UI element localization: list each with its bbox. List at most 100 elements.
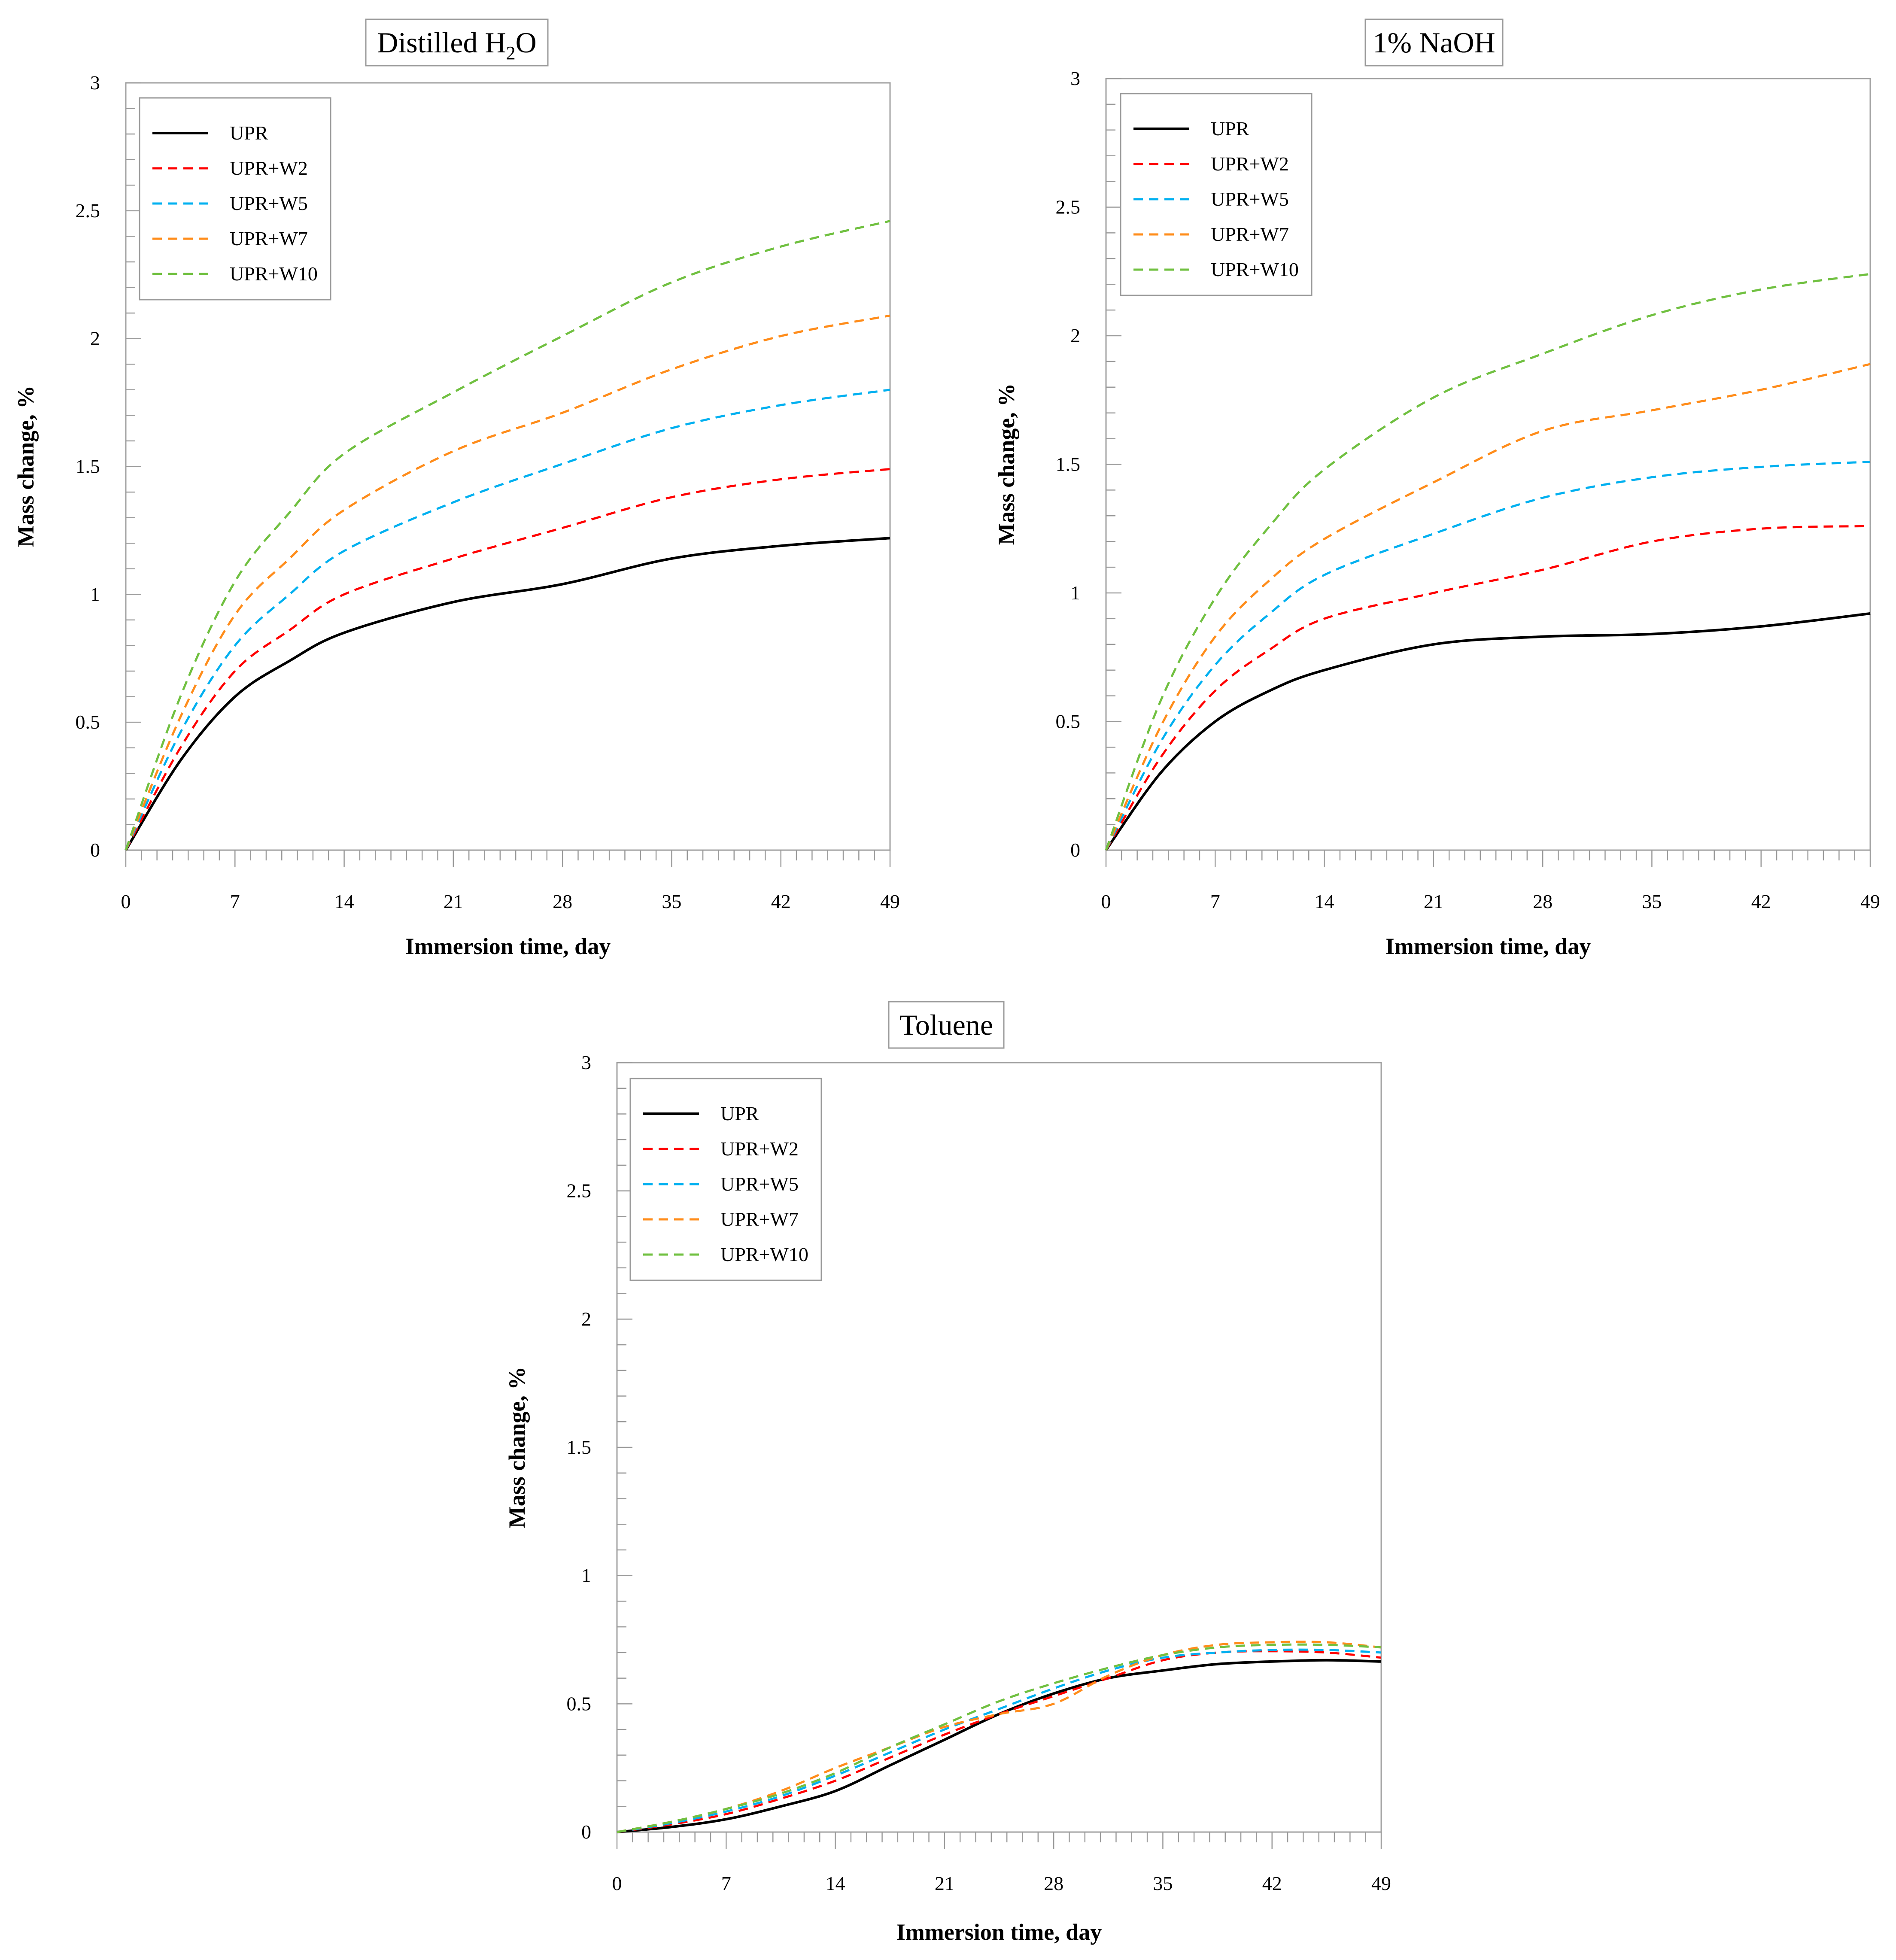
y-tick-label: 0 — [581, 1821, 591, 1843]
y-axis-ticks: 0 0.5 1 1.5 2 2.5 3 — [1056, 67, 1121, 861]
legend-label: UPR+W5 — [720, 1173, 799, 1195]
x-tick-label: 14 — [334, 890, 354, 912]
legend-label: UPR+W7 — [720, 1208, 799, 1230]
title-box — [1364, 18, 1504, 67]
series-line-upr-w10 — [125, 220, 890, 851]
x-tick-label: 42 — [1751, 890, 1771, 912]
legend: UPR UPR+W2 UPR+W5 UPR+W7 UPR+W10 — [139, 97, 331, 301]
legend-label: UPR+W10 — [230, 263, 318, 285]
x-axis-ticks: 0 7 14 21 28 35 42 49 — [1101, 850, 1880, 912]
y-tick-label: 2 — [90, 328, 100, 349]
legend-label: UPR+W10 — [1211, 258, 1299, 280]
legend-box — [629, 1078, 822, 1281]
x-tick-label: 21 — [1424, 890, 1443, 912]
series-line-upr — [1105, 612, 1871, 851]
chart-naoh: 1% NaOH 0 0.5 1 1.5 2 2.5 3 0 7 14 21 28 35 42 49 Imm… — [994, 18, 1880, 959]
x-tick-label: 49 — [1371, 1872, 1391, 1894]
x-tick-label: 28 — [553, 890, 572, 912]
legend-box — [1120, 93, 1313, 296]
y-tick-label: 0 — [1070, 839, 1080, 861]
legend-label: UPR — [230, 122, 268, 144]
y-tick-label: 2.5 — [1056, 196, 1081, 218]
y-axis-label: Mass change, % — [504, 1367, 530, 1528]
y-tick-label: 1 — [581, 1565, 591, 1586]
legend-label: UPR+W7 — [1211, 223, 1289, 245]
y-tick-label: 0.5 — [1056, 711, 1081, 732]
series-lines — [125, 220, 890, 851]
legend-label: UPR — [720, 1103, 759, 1124]
legend-label: UPR+W2 — [1211, 153, 1289, 175]
series-line-upr-w7 — [125, 314, 890, 851]
x-tick-label: 7 — [1210, 890, 1220, 912]
series-line-upr-w5 — [1105, 461, 1871, 851]
chart-title: Toluene — [899, 1009, 993, 1041]
series-line-upr-w7 — [617, 1641, 1382, 1833]
y-tick-label: 2 — [1070, 325, 1080, 346]
y-tick-label: 1 — [90, 583, 100, 605]
title-box — [888, 1001, 1005, 1049]
y-tick-label: 3 — [581, 1051, 591, 1073]
y-tick-label: 3 — [1070, 67, 1080, 89]
x-tick-label: 42 — [771, 890, 791, 912]
legend-label: UPR+W2 — [230, 157, 308, 179]
series-line-upr-w10 — [617, 1643, 1382, 1833]
x-tick-label: 7 — [230, 890, 240, 912]
y-tick-label: 0 — [90, 839, 100, 861]
x-tick-label: 0 — [612, 1872, 622, 1894]
legend-label: UPR+W2 — [720, 1138, 799, 1160]
chart-title: Distilled H2O — [377, 26, 536, 64]
legend: UPR UPR+W2 UPR+W5 UPR+W7 UPR+W10 — [1120, 93, 1313, 296]
x-tick-label: 7 — [721, 1872, 731, 1894]
y-tick-label: 1.5 — [567, 1436, 592, 1458]
x-tick-label: 21 — [935, 1872, 954, 1894]
legend-label: UPR — [1211, 118, 1249, 140]
legend-label: UPR+W7 — [230, 228, 308, 249]
legend-box — [139, 97, 331, 301]
series-line-upr-w2 — [1105, 525, 1871, 851]
x-tick-label: 49 — [880, 890, 900, 912]
x-tick-label: 28 — [1533, 890, 1553, 912]
x-axis-label: Immersion time, day — [1386, 933, 1591, 959]
series-line-upr-w7 — [1105, 363, 1871, 851]
y-tick-label: 1 — [1070, 582, 1080, 604]
series-line-upr-w2 — [125, 468, 890, 851]
x-tick-label: 28 — [1044, 1872, 1063, 1894]
x-tick-label: 42 — [1262, 1872, 1282, 1894]
y-tick-label: 0.5 — [76, 711, 100, 733]
legend: UPR UPR+W2 UPR+W5 UPR+W7 UPR+W10 — [629, 1078, 822, 1281]
y-axis-label: Mass change, % — [994, 383, 1019, 545]
y-axis-ticks: 0 0.5 1 1.5 2 2.5 3 — [567, 1051, 632, 1843]
series-lines — [617, 1641, 1382, 1833]
y-tick-label: 3 — [90, 72, 100, 94]
series-line-upr — [617, 1659, 1382, 1833]
y-tick-label: 2.5 — [567, 1180, 592, 1202]
x-tick-label: 14 — [1315, 890, 1334, 912]
y-axis-ticks: 0 0.5 1 1.5 2 2.5 3 — [76, 72, 141, 861]
x-tick-label: 14 — [826, 1872, 845, 1894]
x-axis-ticks: 0 7 14 21 28 35 42 49 — [121, 850, 900, 912]
y-tick-label: 1.5 — [76, 456, 100, 477]
chart-distilled-water: Distilled H2O 0 0.5 1 1.5 2 2.5 3 0 7 14 21 28 35 42… — [13, 18, 900, 959]
y-tick-label: 1.5 — [1056, 453, 1081, 475]
y-tick-label: 0.5 — [567, 1693, 592, 1714]
x-tick-label: 21 — [444, 890, 463, 912]
x-tick-label: 35 — [662, 890, 681, 912]
x-axis-ticks: 0 7 14 21 28 35 42 49 — [612, 1832, 1391, 1894]
y-tick-label: 2 — [581, 1308, 591, 1330]
y-tick-label: 2.5 — [76, 200, 100, 222]
x-tick-label: 0 — [121, 890, 131, 912]
x-axis-label: Immersion time, day — [896, 1919, 1102, 1945]
series-line-upr-w2 — [617, 1650, 1382, 1833]
x-axis-label: Immersion time, day — [405, 933, 611, 959]
x-tick-label: 35 — [1642, 890, 1662, 912]
x-tick-label: 0 — [1101, 890, 1111, 912]
series-line-upr-w5 — [617, 1648, 1382, 1833]
chart-toluene: Toluene 0 0.5 1 1.5 2 2.5 3 0 7 14 21 28 35 42 49 Imm… — [504, 1001, 1391, 1945]
legend-label: UPR+W5 — [230, 192, 308, 214]
title-box — [365, 18, 549, 67]
series-line-upr-w5 — [125, 389, 890, 851]
chart-title: 1% NaOH — [1373, 26, 1495, 59]
x-tick-label: 49 — [1860, 890, 1880, 912]
x-tick-label: 35 — [1153, 1872, 1173, 1894]
